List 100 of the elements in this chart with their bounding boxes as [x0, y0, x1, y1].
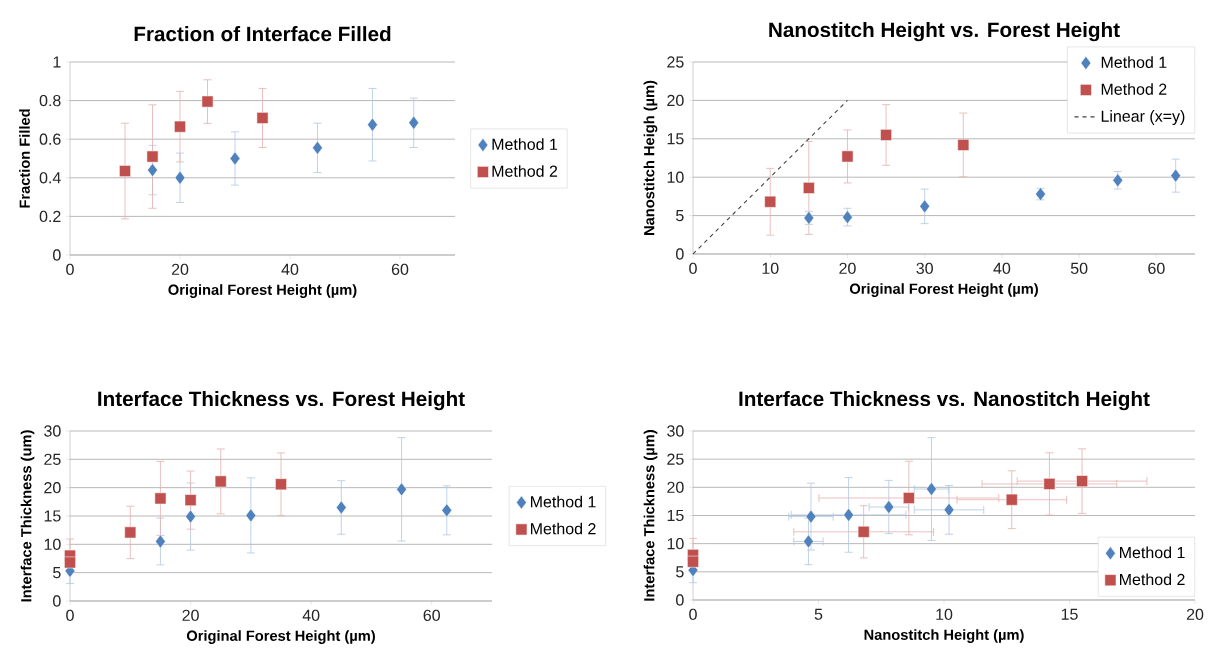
x-tick-label: 40 — [302, 609, 320, 622]
point — [1005, 493, 1018, 506]
y-tick-label: 25 — [44, 453, 61, 465]
point — [155, 534, 166, 549]
legend-label: Method 2 — [530, 522, 596, 535]
y-tick-label: 10 — [44, 538, 61, 550]
x-tick-label: 40 — [281, 263, 299, 276]
x-tick-label: 60 — [1148, 262, 1165, 275]
point — [802, 182, 815, 194]
point — [1043, 478, 1056, 490]
y-axis-title: Interface Thickness (µm) — [643, 430, 658, 601]
x-tick-label: 40 — [993, 262, 1011, 275]
point — [687, 555, 699, 568]
point — [214, 475, 227, 488]
y-tick-label: 0 — [676, 594, 684, 606]
y-tick-label: 25 — [667, 453, 684, 465]
chart-title: Interface Thickness vs. Forest Height — [98, 390, 465, 411]
x-tick-label: 50 — [1070, 262, 1088, 275]
x-tick-label: 20 — [1186, 608, 1204, 621]
y-tick-label: 10 — [667, 538, 684, 550]
y-tick-label: 30 — [44, 425, 61, 437]
x-axis-title: Nanostitch Height (µm) — [864, 629, 1024, 643]
point — [336, 500, 347, 515]
x-axis-title: Original Forest Height (µm) — [849, 283, 1038, 297]
y-tick-label: 0.6 — [39, 133, 61, 145]
point — [396, 482, 407, 497]
point — [174, 120, 186, 133]
y-tick-label: 0.4 — [39, 172, 61, 184]
point — [803, 534, 814, 549]
y-tick-label: 0.8 — [39, 94, 61, 107]
point — [843, 507, 854, 522]
legend-label: Method 1 — [492, 138, 558, 150]
x-tick-label: 60 — [391, 263, 409, 276]
point — [229, 151, 241, 166]
point — [201, 95, 214, 108]
y-tick-label: 0 — [676, 248, 684, 260]
y-tick-label: 5 — [676, 210, 684, 222]
y-axis-title: Nanostitch Heigh (µm) — [643, 80, 658, 235]
legend-label: Method 1 — [1120, 546, 1185, 559]
x-tick-label: 20 — [839, 262, 856, 275]
point — [147, 163, 158, 178]
point — [154, 492, 167, 505]
legend-label: Method 2 — [1101, 83, 1167, 95]
point — [919, 199, 930, 214]
x-tick-label: 10 — [936, 608, 953, 621]
point — [903, 492, 915, 504]
point — [957, 139, 970, 151]
x-tick-label: 20 — [171, 263, 189, 276]
y-tick-label: 20 — [667, 94, 684, 107]
x-tick-label: 0 — [689, 608, 697, 621]
point — [841, 150, 854, 163]
point — [124, 526, 137, 539]
point — [245, 508, 257, 523]
x-axis-title: Original Forest Height (µm) — [168, 284, 357, 298]
y-tick-label: 25 — [667, 56, 684, 68]
point — [275, 478, 287, 491]
point — [883, 500, 895, 514]
x-axis-title: Original Forest Height (µm) — [186, 630, 375, 644]
y-tick-label: 10 — [667, 171, 684, 183]
point — [408, 115, 420, 130]
y-tick-label: 0.2 — [39, 210, 61, 223]
legend-label: Linear (x=y) — [1101, 110, 1185, 125]
y-tick-label: 1 — [53, 56, 61, 68]
point — [312, 140, 323, 155]
point — [367, 117, 378, 132]
point — [805, 509, 817, 524]
x-tick-label: 0 — [689, 262, 697, 275]
point — [943, 502, 955, 517]
point — [1170, 168, 1181, 183]
x-tick-label: 30 — [916, 262, 933, 275]
y-tick-label: 15 — [667, 133, 684, 145]
point — [174, 170, 186, 185]
point — [256, 112, 269, 124]
point — [857, 525, 870, 538]
point — [926, 482, 937, 496]
point — [764, 195, 777, 208]
y-tick-label: 5 — [53, 567, 61, 579]
point — [146, 150, 159, 163]
legend-label: Method 2 — [492, 165, 558, 177]
point — [441, 503, 453, 518]
y-tick-label: 5 — [676, 566, 684, 578]
y-axis-title: Interface Thickness (um) — [20, 430, 35, 602]
y-tick-label: 20 — [44, 482, 61, 494]
point — [1076, 475, 1088, 487]
x-tick-label: 20 — [182, 609, 199, 622]
point — [64, 556, 76, 569]
chart-title: Nanostitch Height vs. Forest Height — [769, 21, 1120, 42]
chart-title: Fraction of Interface Filled — [134, 26, 391, 42]
chart-title: Interface Thickness vs. Nanostitch Height — [739, 390, 1150, 411]
point — [880, 129, 892, 141]
y-tick-label: 0 — [53, 249, 61, 261]
x-tick-label: 0 — [66, 263, 74, 276]
legend-label: Method 2 — [1120, 573, 1185, 586]
y-axis-title: Fraction Filled — [19, 109, 30, 208]
point — [184, 494, 197, 506]
x-tick-label: 10 — [762, 262, 779, 275]
y-tick-label: 0 — [53, 595, 61, 607]
y-tick-label: 30 — [667, 425, 684, 437]
legend-label: Method 1 — [1101, 56, 1167, 68]
y-tick-label: 15 — [667, 509, 684, 522]
